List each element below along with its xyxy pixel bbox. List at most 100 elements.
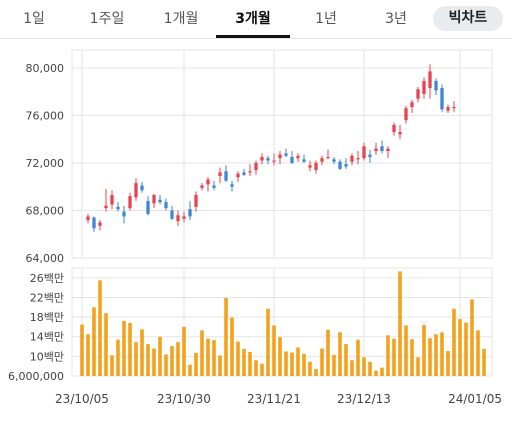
candle (416, 86, 420, 103)
candle (422, 77, 426, 99)
candle (410, 99, 414, 113)
tab-3-year[interactable]: 3년 (385, 11, 407, 27)
volume-bar (194, 352, 198, 376)
price-tick-label: 76,000 (26, 109, 65, 122)
candle-body (230, 184, 234, 187)
volume-bar (392, 338, 396, 376)
candle (356, 151, 360, 165)
candle-body (434, 80, 438, 91)
candle-body (410, 102, 414, 108)
candle (92, 216, 96, 232)
candle (206, 177, 210, 192)
volume-bar (176, 342, 180, 376)
candle (152, 193, 156, 209)
candle (224, 165, 228, 182)
candle-body (422, 80, 426, 94)
candle-body (278, 154, 282, 159)
volume-bar (302, 353, 306, 376)
candle (176, 210, 180, 226)
volume-bar (380, 367, 384, 376)
candle (182, 211, 186, 223)
candle (332, 156, 336, 165)
big-chart-button[interactable]: 빅차트 (433, 6, 503, 31)
volume-bar (122, 321, 126, 376)
volume-bar (284, 351, 288, 376)
volume-bar (308, 361, 312, 376)
candle-body (224, 171, 228, 181)
volume-bar (260, 363, 264, 376)
volume-bar (386, 335, 390, 376)
candle (404, 105, 408, 124)
volume-bar (266, 308, 270, 376)
date-tick-label: 24/01/05 (448, 392, 502, 406)
tab-1-week[interactable]: 1주일 (89, 11, 125, 27)
candle (380, 140, 384, 154)
volume-tick-label: 10백만 (30, 350, 64, 363)
candle-body (440, 88, 444, 110)
candle (290, 151, 294, 165)
candle (440, 84, 444, 112)
volume-bar (428, 338, 432, 376)
candle-body (164, 202, 168, 209)
candle (260, 153, 264, 165)
candle-body (338, 161, 342, 169)
volume-bar (398, 271, 402, 376)
tab-3-month[interactable]: 3개월 (235, 11, 271, 27)
volume-bar (110, 355, 114, 376)
candle (164, 198, 168, 211)
candle-body (176, 215, 180, 222)
tab-1-year[interactable]: 1년 (315, 11, 337, 27)
candle-body (362, 146, 366, 159)
volume-bar (320, 348, 324, 376)
volume-tick-label: 6,000,000 (8, 370, 64, 383)
candle (338, 159, 342, 171)
candle (236, 171, 240, 182)
candle (272, 153, 276, 166)
candle (386, 146, 390, 159)
candle (296, 153, 300, 162)
volume-bar (206, 338, 210, 376)
candle (398, 124, 402, 140)
candle-body (116, 206, 120, 210)
volume-bar (482, 349, 486, 376)
volume-bar (80, 324, 84, 376)
volume-tick-label: 14백만 (30, 331, 64, 344)
candle (212, 180, 216, 191)
volume-bar (350, 360, 354, 376)
candle (326, 149, 330, 160)
candle-body (104, 205, 108, 209)
candle (158, 195, 162, 205)
volume-bar (410, 339, 414, 376)
volume-bar (290, 352, 294, 376)
tab-1-day[interactable]: 1일 (23, 11, 45, 27)
volume-bar (278, 337, 282, 376)
candle (266, 155, 270, 165)
candle (104, 189, 108, 212)
candle-body (98, 222, 102, 226)
candle-body (290, 156, 294, 163)
candle (218, 167, 222, 184)
candle (188, 200, 192, 220)
candle-body (260, 156, 264, 161)
volume-bar (338, 332, 342, 376)
candle (344, 158, 348, 169)
candle-body (200, 185, 204, 188)
volume-bar (146, 344, 150, 376)
candle-body (392, 124, 396, 133)
candle-body (134, 183, 138, 198)
candle-body (158, 199, 162, 203)
candle (98, 219, 102, 231)
candle-body (350, 155, 354, 162)
candle (434, 78, 438, 96)
candle (428, 64, 432, 99)
volume-bar (224, 297, 228, 376)
candle-body (386, 148, 390, 152)
volume-bar (212, 340, 216, 376)
candle-body (188, 209, 192, 217)
volume-bar (374, 370, 378, 376)
tab-1-month[interactable]: 1개월 (163, 11, 199, 27)
candle (200, 183, 204, 191)
volume-bar (272, 325, 276, 376)
candle (320, 155, 324, 166)
